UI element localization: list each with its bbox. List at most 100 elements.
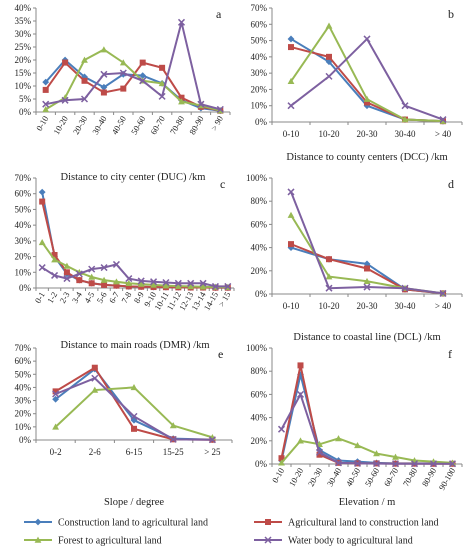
y-tick-label: 15% [15, 68, 32, 78]
x-tick-label: 90-100 [437, 466, 458, 492]
data-point [91, 374, 99, 382]
y-tick-label: 10% [15, 422, 32, 432]
legend: Construction land to agricultural land Ag… [24, 518, 439, 547]
x-tick-label: 30-40 [395, 129, 416, 139]
y-tick-label: 100% [246, 173, 268, 183]
x-tick-label: 20-30 [357, 129, 378, 139]
series-line [290, 46, 444, 123]
x-tick-label: 10-20 [51, 114, 70, 136]
series-construction_to_agri [38, 188, 232, 292]
data-point [287, 211, 295, 218]
x-tick-label: 40-50 [109, 114, 128, 136]
legend-marker [265, 519, 271, 525]
y-tick-label: 10% [251, 101, 268, 111]
x-tick-label: 50-60 [363, 466, 382, 488]
data-point [364, 99, 370, 106]
y-tick-label: 30% [15, 396, 32, 406]
data-point [150, 278, 158, 286]
data-point [177, 18, 186, 26]
x-axis-title: Distance to coastal line (DCL) /km [293, 332, 440, 343]
data-point [278, 455, 285, 462]
y-tick-label: 0% [19, 435, 32, 445]
data-point [174, 279, 182, 287]
data-point [401, 284, 409, 292]
data-point [88, 265, 96, 273]
y-tick-label: 80% [251, 196, 268, 206]
series-line [45, 22, 221, 111]
data-point [354, 442, 361, 449]
data-point [315, 448, 324, 456]
x-tick-label: 0-10 [283, 301, 300, 311]
panel-f: 0% 20% 40% 60% 80% 100% 0-10 10-20 20-30 30-40 40-… [246, 343, 463, 508]
data-point [52, 390, 60, 398]
series-water_to_agri [38, 260, 232, 290]
data-point [159, 64, 166, 71]
panel-a: 0% 5% 10% 15% 20% 25% 30% 35% 40% 0-10 10-20 20-30 3… [15, 3, 231, 183]
series-line [280, 437, 453, 464]
data-point [325, 273, 333, 280]
data-point [287, 102, 295, 110]
x-tick-label: 10-20 [319, 301, 340, 311]
data-point [277, 425, 286, 433]
x-tick-label: 30-40 [325, 466, 344, 488]
data-point [100, 264, 108, 272]
y-tick-label: 10% [15, 267, 32, 277]
y-tick-label: 0% [19, 107, 32, 117]
data-point [208, 436, 216, 444]
y-tick-label: 20% [15, 55, 32, 65]
panel-e: 0% 10% 20% 30% 40% 50% 60% 70% 0-2 2-6 6-15 15-25 > … [15, 343, 233, 508]
data-point [325, 72, 333, 80]
x-tick-label: 80-90 [187, 114, 206, 136]
panel-letter: a [216, 7, 222, 21]
x-tick-label: 7-8 [119, 290, 133, 305]
legend-label: Forest to agricultural land [58, 536, 162, 547]
x-tick-label: 40-50 [344, 466, 363, 488]
panel-c: 0% 10% 20% 30% 40% 50% 60% 70% 0-11-22-33-44-55-… [15, 173, 235, 351]
data-point [119, 69, 127, 77]
x-tick-label: 0-2 [50, 447, 62, 457]
data-point [51, 271, 59, 279]
panel-letter: b [448, 7, 454, 21]
x-tick-label: 1-2 [45, 290, 59, 305]
y-tick-label: 20% [15, 252, 32, 262]
data-point [120, 85, 127, 92]
data-point [158, 80, 166, 87]
series-agri_to_construction [278, 362, 456, 467]
series-water_to_agri [42, 18, 224, 113]
panel-b: 0% 10% 20% 30% 40% 50% 60% 70% 0-10 10-20 20-30 30-… [251, 3, 463, 163]
x-tick-label: 30-40 [90, 114, 109, 136]
y-tick-label: 0% [255, 289, 268, 299]
data-point [334, 459, 343, 467]
data-point [112, 260, 120, 268]
y-tick-label: 60% [251, 19, 268, 29]
y-tick-label: 0% [19, 283, 32, 293]
x-tick-label: 15-25 [163, 447, 184, 457]
y-tick-label: 60% [251, 219, 268, 229]
data-point [187, 279, 195, 287]
data-point [125, 279, 133, 287]
data-point [278, 459, 285, 466]
data-point [439, 117, 447, 124]
series-line [45, 48, 221, 112]
legend-label: Water body to agricultural land [288, 536, 413, 547]
data-point [52, 388, 59, 395]
data-point [448, 460, 457, 468]
x-tick-label: > 40 [435, 301, 452, 311]
data-point [100, 83, 108, 91]
panels: 0%5%10%15%20%25%30%35%40%0-10 10-20 20-30 3… [15, 3, 463, 508]
y-tick-label: 20% [15, 409, 32, 419]
series-water_to_agri [277, 390, 457, 468]
y-tick-label: 70% [15, 173, 32, 183]
data-point [410, 460, 419, 468]
data-point [178, 98, 185, 105]
data-point [42, 106, 50, 113]
data-point [373, 450, 380, 457]
y-tick-label: 60% [251, 389, 268, 399]
data-point [63, 269, 70, 276]
data-point [392, 453, 399, 460]
data-point [42, 86, 49, 93]
series-forest_to_agri [287, 22, 447, 124]
x-tick-label: 3-4 [70, 289, 85, 304]
data-point [139, 59, 146, 66]
